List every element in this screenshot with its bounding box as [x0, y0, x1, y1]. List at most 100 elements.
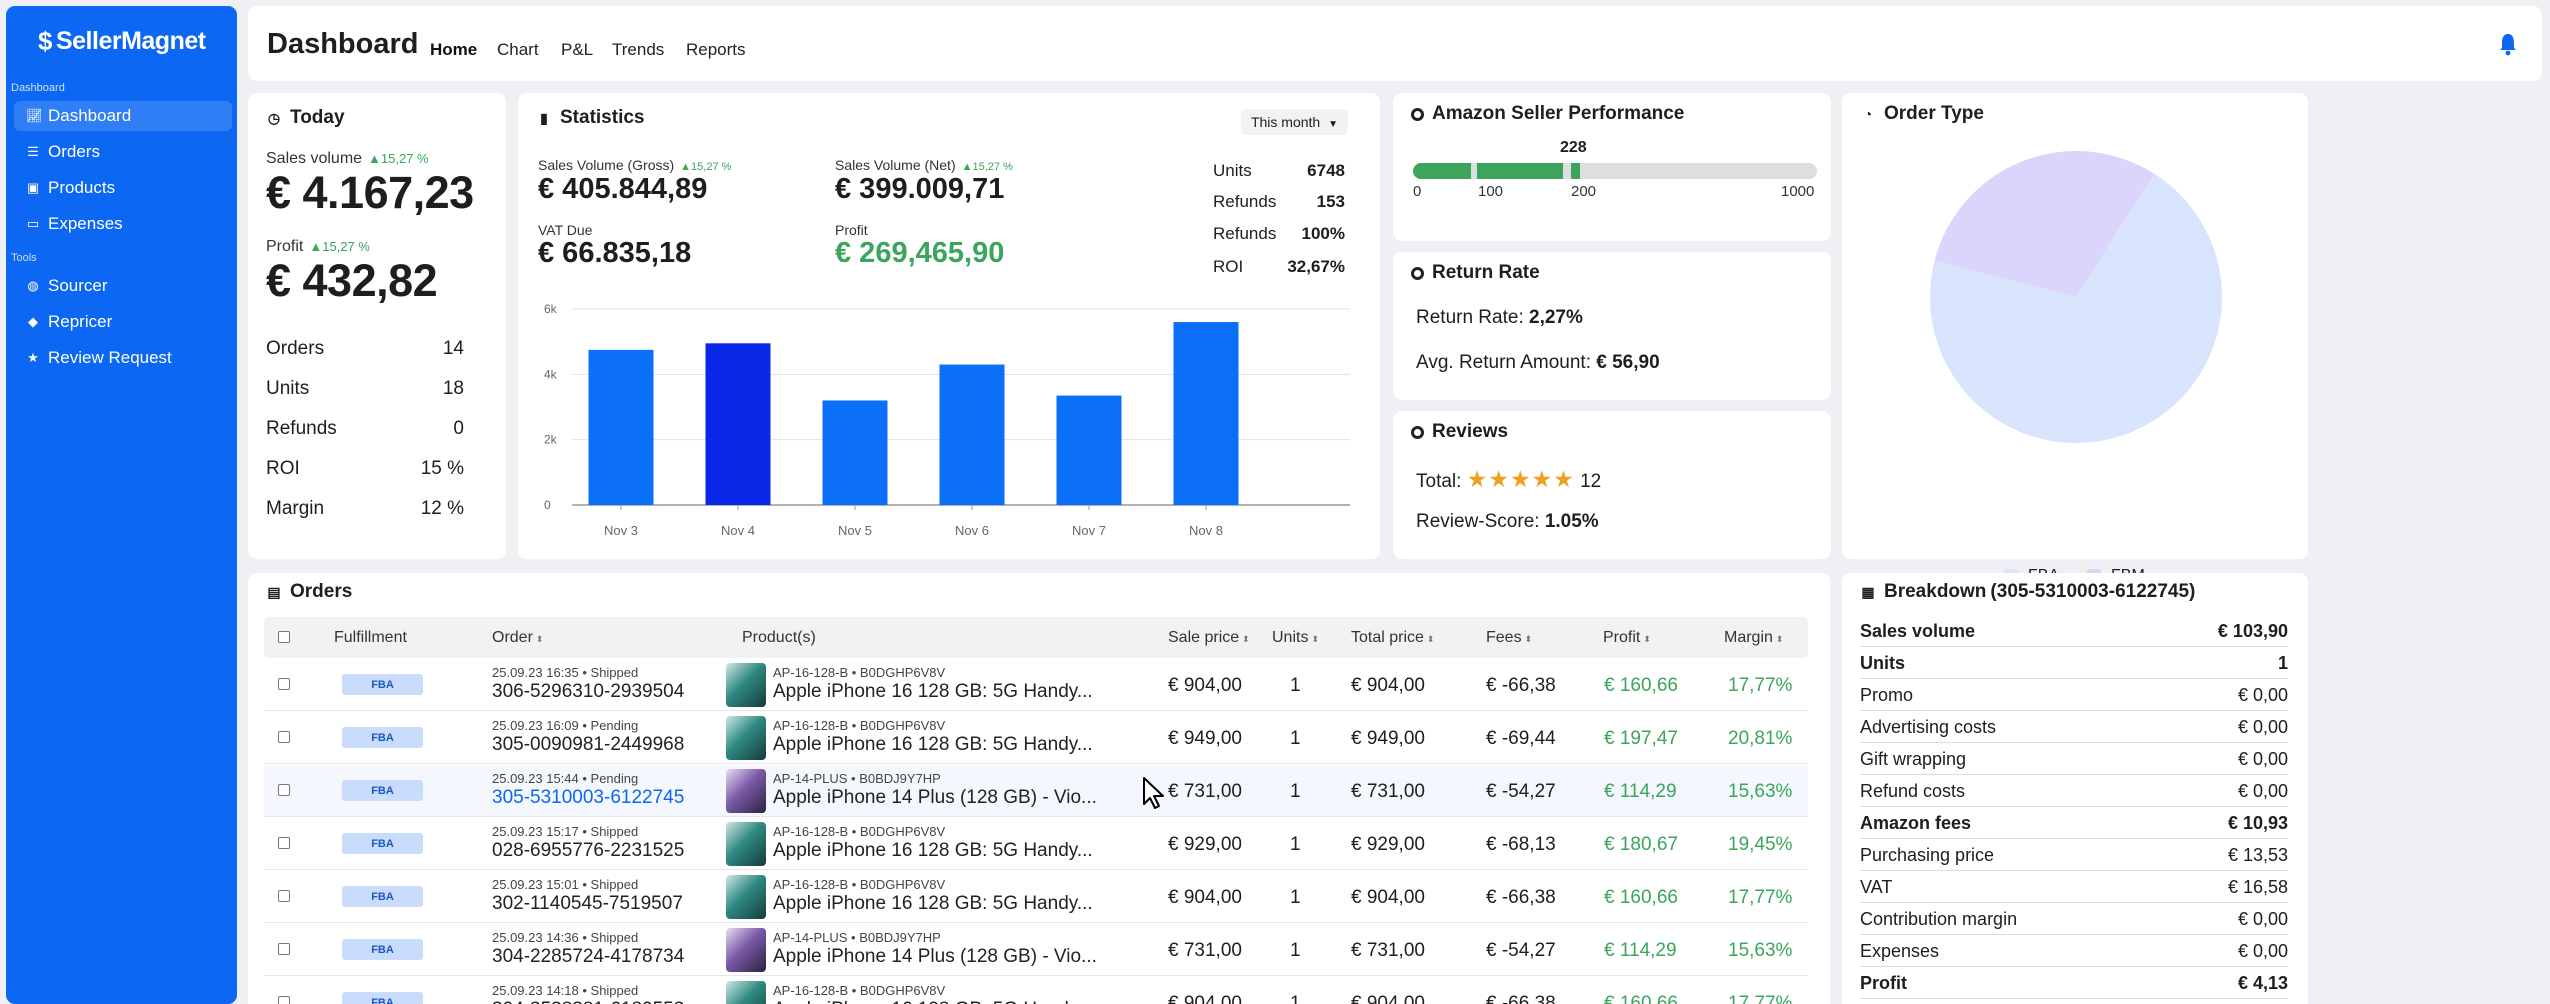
row-checkbox[interactable] [278, 784, 290, 796]
col-sale-price-label: Sale price [1168, 629, 1240, 646]
today-row-label: Orders [266, 338, 325, 359]
table-row[interactable]: FBA 25.09.23 15:44 • Pending 305-5310003-6… [264, 765, 1808, 817]
col-total-price[interactable]: Total price ⬍ [1351, 629, 1434, 647]
col-profit[interactable]: Profit ⬍ [1603, 629, 1651, 647]
pie-slice-fbm[interactable] [1934, 150, 2155, 297]
bell-icon[interactable] [2498, 32, 2518, 56]
order-type-title-text: Order Type [1884, 103, 1984, 124]
period-select[interactable]: This month ▼ [1240, 109, 1348, 135]
product-name[interactable]: Apple iPhone 16 128 GB: 5G Handy... [773, 681, 1093, 702]
table-row[interactable]: FBA 25.09.23 16:09 • Pending 305-0090981-2… [264, 712, 1808, 764]
tag-icon: ◆ [28, 314, 38, 329]
col-margin[interactable]: Margin ⬍ [1724, 629, 1783, 647]
performance-bar-segment [1571, 163, 1580, 179]
reviews-title-text: Reviews [1432, 421, 1509, 442]
col-sale-price[interactable]: Sale price ⬍ [1168, 629, 1250, 647]
today-row-value: 14 [442, 338, 464, 359]
row-checkbox[interactable] [278, 678, 290, 690]
row-checkbox[interactable] [278, 943, 290, 955]
sidebar-item-expenses[interactable]: ▭ Expenses [14, 209, 232, 239]
order-id-link[interactable]: 306-5296310-2939504 [492, 681, 685, 702]
statistics-title: ▮ Statistics [536, 107, 644, 129]
tab-home[interactable]: Home [430, 40, 478, 59]
sidebar-item-label: Repricer [48, 312, 113, 331]
order-id-link[interactable]: 304-3538381-6180553 [492, 999, 684, 1004]
orders-card: ▤ Orders Fulfillment Order ⬍ Product(s) S… [248, 573, 1830, 1004]
row-checkbox[interactable] [278, 837, 290, 849]
breakdown-order-id[interactable]: (305-5310003-6122745) [1990, 581, 2196, 602]
sidebar-item-dashboard[interactable]: 📈︎ Dashboard [14, 101, 232, 131]
units: 1 [1290, 675, 1301, 696]
table-row[interactable]: FBA 25.09.23 16:35 • Shipped 306-5296310-2… [264, 659, 1808, 711]
app-logo[interactable]: $ SellerMagnet [38, 26, 206, 57]
order-id-link[interactable]: 305-5310003-6122745 [492, 787, 685, 808]
order-id-link[interactable]: 305-0090981-2449968 [492, 734, 685, 755]
statistics-card: ▮ Statistics This month ▼ Sales Volume (… [518, 93, 1380, 559]
sidebar-item-products[interactable]: ▣ Products [14, 173, 232, 203]
row-checkbox[interactable] [278, 996, 290, 1004]
table-row[interactable]: FBA 25.09.23 15:17 • Shipped 028-6955776-2… [264, 818, 1808, 870]
product-name[interactable]: Apple iPhone 14 Plus (128 GB) - Vio... [773, 787, 1097, 808]
pie-slice-fba[interactable] [1930, 173, 2222, 443]
bar[interactable] [822, 400, 888, 505]
review-score-label: Review-Score: [1416, 511, 1540, 532]
select-all-checkbox[interactable] [278, 631, 290, 643]
product-name[interactable]: Apple iPhone 16 128 GB: 5G Handy... [773, 840, 1093, 861]
tab-trends[interactable]: Trends [612, 40, 665, 59]
today-profit-value: € 432,82 [266, 255, 438, 306]
sidebar-item-sourcer[interactable]: ◍ Sourcer [14, 271, 232, 301]
clock-icon: ◷ [267, 109, 281, 126]
margin: 15,63% [1728, 781, 1793, 802]
table-row[interactable]: FBA 25.09.23 15:01 • Shipped 302-1140545-7… [264, 871, 1808, 923]
globe-icon: ◍ [27, 278, 39, 293]
sale-price: € 929,00 [1168, 834, 1242, 855]
breakdown-row: Expenses € 0,00 [1860, 941, 2288, 967]
tab-reports[interactable]: Reports [686, 40, 746, 59]
orders-title-text: Orders [290, 581, 353, 602]
bar[interactable] [1056, 395, 1122, 505]
box-icon: ▣ [26, 180, 40, 195]
net-value: € 399.009,71 [835, 173, 1005, 205]
tab-chart[interactable]: Chart [497, 40, 539, 59]
bar[interactable] [939, 364, 1005, 505]
product-name[interactable]: Apple iPhone 14 Plus (128 GB) - Vio... [773, 946, 1097, 967]
performance-bar-segment [1477, 163, 1563, 179]
mouse-cursor-icon [1143, 777, 1164, 809]
orders-title: ▤ Orders [266, 581, 352, 603]
star-icon: ★ [27, 350, 39, 365]
product-name[interactable]: Apple iPhone 16 128 GB: 5G Handy... [773, 734, 1093, 755]
order-id-link[interactable]: 304-2285724-4178734 [492, 946, 685, 967]
table-row[interactable]: FBA 25.09.23 14:18 • Shipped304-3538381-6… [264, 977, 1808, 1004]
sidebar-item-orders[interactable]: ☰ Orders [14, 137, 232, 167]
row-checkbox[interactable] [278, 731, 290, 743]
bar[interactable] [1173, 322, 1239, 505]
sidebar-item-label: Products [48, 178, 116, 197]
bar[interactable] [588, 349, 654, 505]
units: 1 [1290, 728, 1301, 749]
stat-side-label: Refunds [1213, 224, 1277, 243]
col-units[interactable]: Units ⬍ [1272, 629, 1319, 647]
total-price: € 731,00 [1351, 940, 1425, 961]
today-row-label: Margin [266, 498, 325, 519]
product-name[interactable]: Apple iPhone 16 128 GB: 5G Handy... [773, 893, 1093, 914]
sidebar-item-repricer[interactable]: ◆ Repricer [14, 307, 232, 337]
table-row[interactable]: FBA 25.09.23 14:36 • Shipped 304-2285724-4… [264, 924, 1808, 976]
col-fees[interactable]: Fees ⬍ [1486, 629, 1532, 647]
product-thumbnail [726, 663, 766, 707]
sort-icon: ⬍ [1242, 634, 1250, 644]
top-header: Dashboard Home Chart P&L Trends Reports [248, 6, 2542, 81]
col-order[interactable]: Order ⬍ [492, 629, 543, 647]
bar[interactable] [705, 343, 771, 505]
product-sku: AP-16-128-B • B0DGHP6V8V [773, 983, 946, 998]
order-meta: 25.09.23 15:01 • Shipped [492, 877, 639, 892]
order-id-link[interactable]: 028-6955776-2231525 [492, 840, 685, 861]
today-row-label: ROI [266, 458, 300, 479]
breakdown-label: VAT [1860, 877, 1893, 897]
order-id-link[interactable]: 302-1140545-7519507 [492, 893, 683, 914]
row-checkbox[interactable] [278, 890, 290, 902]
col-total-price-label: Total price [1351, 629, 1424, 646]
product-name[interactable]: Apple iPhone 16 128 GB: 5G Handy... [773, 999, 1093, 1004]
breakdown-value: € 10,93 [2227, 813, 2288, 833]
tab-pl[interactable]: P&L [561, 40, 594, 59]
sidebar-item-review-request[interactable]: ★ Review Request [14, 343, 232, 373]
